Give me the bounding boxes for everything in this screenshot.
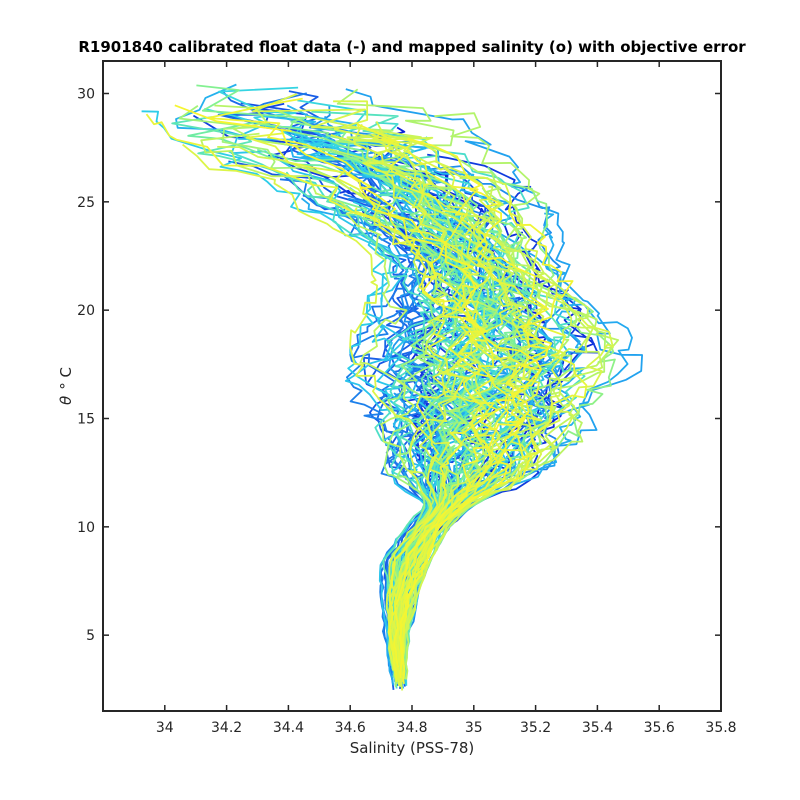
profile-line — [174, 104, 542, 679]
profile-line — [187, 120, 518, 678]
y-tick-label: 5 — [86, 628, 95, 644]
x-tick-label: 35.8 — [705, 720, 736, 736]
x-tick-label: 34.4 — [273, 720, 304, 736]
x-axis: 34 34.2 34.4 34.6 34.8 35 35.2 35.4 35.6 35.8 — [156, 61, 737, 736]
y-axis-label-unit: ° C — [57, 367, 75, 390]
y-tick-label: 25 — [77, 195, 95, 211]
y-tick-label: 30 — [77, 87, 95, 103]
x-tick-label: 35.6 — [644, 720, 675, 736]
x-axis-label: Salinity (PSS-78) — [350, 739, 475, 757]
profile-line — [399, 200, 574, 684]
x-tick-label: 35 — [465, 720, 483, 736]
profile-line — [399, 213, 549, 673]
y-axis-label: θ ° C — [57, 367, 75, 405]
profile-line — [206, 97, 499, 676]
profile-line — [356, 123, 499, 681]
x-tick-label: 35.4 — [582, 720, 613, 736]
y-axis-label-symbol: θ — [57, 396, 75, 405]
y-tick-label: 15 — [77, 412, 95, 428]
profile-line — [371, 120, 575, 691]
profile-line — [393, 137, 553, 668]
profile-line — [392, 178, 523, 677]
profile-line — [303, 194, 433, 674]
x-tick-label: 34 — [156, 720, 174, 736]
profile-line — [145, 113, 508, 683]
profile-lines — [141, 83, 643, 691]
y-tick-label: 10 — [77, 520, 95, 536]
x-tick-label: 34.6 — [335, 720, 366, 736]
profile-line — [230, 122, 428, 682]
x-tick-label: 34.2 — [211, 720, 242, 736]
profile-line — [245, 132, 486, 687]
profile-line — [353, 124, 548, 676]
x-tick-label: 34.8 — [396, 720, 427, 736]
y-tick-label: 20 — [77, 303, 95, 319]
profile-line — [182, 143, 451, 671]
y-axis: 5 10 15 20 25 30 — [77, 87, 721, 644]
x-tick-label: 35.2 — [520, 720, 551, 736]
profile-line — [200, 132, 435, 671]
profile-line — [333, 100, 513, 686]
chart-title: R1901840 calibrated float data (-) and m… — [78, 38, 746, 56]
